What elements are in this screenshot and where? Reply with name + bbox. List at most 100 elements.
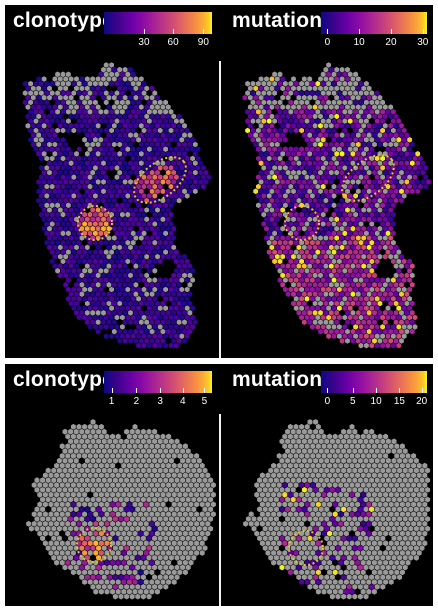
spot bbox=[190, 165, 195, 171]
spot bbox=[380, 230, 385, 237]
spot bbox=[57, 76, 63, 82]
spot bbox=[352, 438, 358, 445]
spot bbox=[304, 258, 310, 265]
spot bbox=[117, 300, 123, 307]
spot bbox=[243, 520, 249, 527]
spot bbox=[144, 338, 150, 344]
spot bbox=[147, 258, 152, 265]
spot bbox=[307, 85, 313, 92]
spot bbox=[182, 550, 188, 556]
spot bbox=[103, 277, 109, 283]
spot bbox=[84, 225, 90, 232]
spot bbox=[121, 579, 127, 585]
spot bbox=[327, 559, 333, 566]
spot bbox=[79, 216, 85, 223]
spot bbox=[133, 216, 139, 223]
spot bbox=[350, 328, 356, 335]
spot bbox=[382, 141, 388, 148]
spot bbox=[310, 443, 316, 450]
spot bbox=[247, 85, 253, 92]
spot bbox=[347, 193, 353, 199]
spot bbox=[285, 291, 291, 297]
spot bbox=[57, 235, 63, 241]
spot bbox=[101, 282, 106, 288]
spot bbox=[120, 118, 125, 124]
spot bbox=[419, 525, 425, 532]
spot bbox=[331, 249, 337, 255]
spot bbox=[122, 272, 128, 279]
spot bbox=[304, 296, 310, 302]
spot bbox=[277, 80, 283, 87]
spot bbox=[318, 179, 323, 185]
spot bbox=[103, 165, 109, 171]
spot bbox=[377, 501, 383, 508]
spot bbox=[52, 207, 58, 213]
spot bbox=[310, 127, 315, 134]
spot bbox=[318, 272, 323, 279]
spot bbox=[138, 300, 144, 307]
spot bbox=[95, 151, 101, 157]
spot bbox=[36, 188, 42, 195]
spot bbox=[117, 188, 123, 195]
spot bbox=[109, 211, 114, 218]
spot bbox=[364, 239, 369, 246]
spot bbox=[385, 202, 391, 209]
spot bbox=[98, 239, 104, 246]
spot bbox=[136, 211, 141, 218]
spot bbox=[141, 333, 147, 339]
spot bbox=[388, 188, 394, 195]
spot bbox=[112, 545, 118, 551]
spot bbox=[280, 282, 286, 288]
spot bbox=[201, 183, 206, 190]
spot bbox=[304, 569, 310, 576]
spot bbox=[128, 179, 133, 185]
spot bbox=[37, 491, 43, 498]
spot bbox=[288, 99, 294, 106]
spot bbox=[355, 482, 361, 488]
spot bbox=[315, 137, 321, 143]
spot bbox=[283, 239, 288, 246]
spot bbox=[262, 525, 268, 532]
spot bbox=[135, 438, 141, 445]
spot bbox=[126, 530, 132, 537]
spot bbox=[349, 511, 355, 518]
spot bbox=[182, 253, 187, 260]
spot bbox=[171, 160, 177, 166]
spot bbox=[87, 258, 93, 265]
spot bbox=[396, 342, 402, 349]
spot bbox=[96, 457, 102, 464]
spot bbox=[165, 310, 171, 316]
spot bbox=[412, 165, 418, 171]
spot bbox=[163, 109, 168, 115]
spot bbox=[138, 76, 144, 82]
spot bbox=[350, 253, 356, 260]
spot bbox=[318, 477, 324, 484]
spot bbox=[408, 457, 414, 464]
spot bbox=[45, 525, 51, 532]
spot bbox=[93, 462, 99, 469]
colorbar-tick-label: 2 bbox=[133, 396, 140, 407]
spot bbox=[124, 554, 130, 561]
spot bbox=[138, 433, 144, 440]
spot bbox=[276, 482, 282, 488]
spot bbox=[341, 457, 347, 464]
spot bbox=[291, 253, 296, 260]
spot bbox=[346, 593, 352, 600]
spot bbox=[126, 520, 132, 527]
spot bbox=[76, 193, 82, 199]
spot bbox=[138, 530, 144, 537]
spot bbox=[327, 433, 333, 440]
spot bbox=[312, 235, 318, 241]
spot bbox=[288, 277, 294, 283]
spot bbox=[321, 559, 327, 566]
spot bbox=[47, 123, 52, 129]
spot bbox=[130, 99, 136, 106]
spot bbox=[299, 550, 305, 556]
spot bbox=[401, 155, 407, 162]
spot bbox=[168, 193, 174, 199]
spot bbox=[73, 448, 79, 454]
spot bbox=[245, 127, 250, 134]
spot bbox=[296, 123, 302, 129]
spot bbox=[247, 94, 253, 101]
spot bbox=[371, 520, 377, 527]
